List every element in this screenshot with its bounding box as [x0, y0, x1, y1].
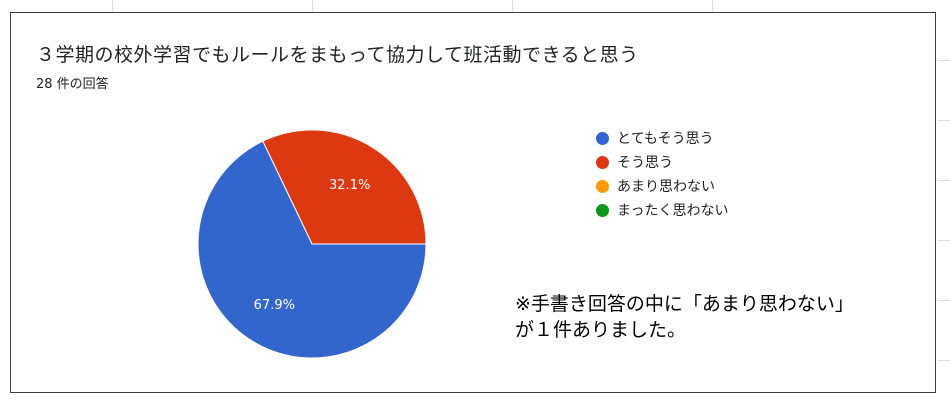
legend-item[interactable]: まったく思わない — [596, 198, 728, 222]
legend-label: まったく思わない — [617, 203, 729, 219]
grid-line — [938, 120, 950, 121]
grid-line — [512, 0, 513, 12]
legend-label: あまり思わない — [617, 179, 715, 195]
legend-item[interactable]: あまり思わない — [596, 174, 728, 198]
grid-line — [938, 300, 950, 301]
slice-value-label: 32.1% — [329, 178, 370, 193]
grid-line — [312, 0, 313, 12]
legend-item[interactable]: そう思う — [596, 150, 728, 174]
legend-label: そう思う — [617, 155, 673, 171]
legend-item[interactable]: とてもそう思う — [596, 126, 728, 150]
grid-line — [712, 0, 713, 12]
grid-line — [938, 60, 950, 61]
legend-label: とてもそう思う — [617, 131, 714, 147]
grid-line — [938, 240, 950, 241]
legend-dot-icon — [596, 155, 609, 169]
chart-legend: とてもそう思う そう思うあまり思わない まったく思わない — [596, 126, 728, 222]
handwritten-note: ※手書き回答の中に「あまり思わない」 が１件ありました。 — [515, 291, 854, 343]
legend-dot-icon — [596, 131, 609, 145]
chart-title: ３学期の校外学習でもルールをまもって協力して班活動できると思う — [36, 44, 639, 66]
legend-dot-icon — [596, 203, 609, 217]
legend-dot-icon — [596, 179, 609, 193]
slice-value-label: 67.9% — [254, 298, 295, 313]
grid-line — [938, 180, 950, 181]
note-line-1: ※手書き回答の中に「あまり思わない」 — [515, 293, 854, 315]
grid-line — [938, 360, 950, 361]
grid-line — [112, 0, 113, 12]
pie-slice-2[interactable] — [262, 129, 427, 245]
pie-slice-1[interactable] — [197, 140, 427, 359]
note-line-2: が１件ありました。 — [515, 319, 687, 341]
response-count: 28 件の回答 — [36, 77, 109, 92]
chart-card[interactable] — [10, 12, 936, 393]
